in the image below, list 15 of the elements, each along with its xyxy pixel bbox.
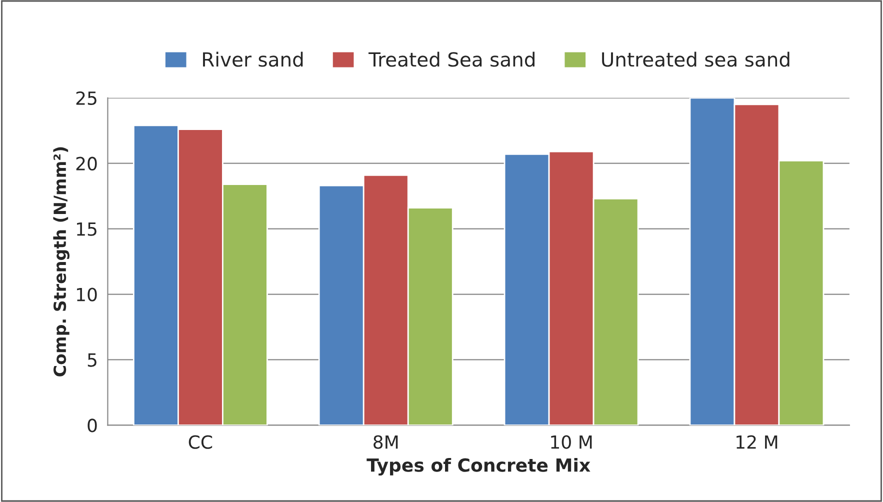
x-tick-label: 10 M: [551, 435, 592, 449]
legend-label: Untreated sea sand: [602, 52, 790, 67]
legend-label: Treated Sea sand: [368, 52, 534, 67]
y-tick-label: 0: [88, 418, 97, 432]
y-tick-label: 15: [77, 222, 96, 236]
x-tick-label: 12 M: [736, 435, 778, 449]
y-tick-label: 10: [77, 288, 97, 302]
x-tick-label: CC: [188, 435, 212, 449]
y-tick-label: 5: [88, 353, 96, 367]
y-axis-title: Comp. Strength (N/mm²): [53, 147, 70, 376]
y-tick-label: 25: [76, 91, 96, 106]
x-axis-title: Types of Concrete Mix: [366, 458, 590, 476]
x-tick-label: 8M: [374, 435, 398, 449]
y-tick-label: 20: [76, 156, 97, 170]
legend-label: River sand: [203, 52, 303, 67]
